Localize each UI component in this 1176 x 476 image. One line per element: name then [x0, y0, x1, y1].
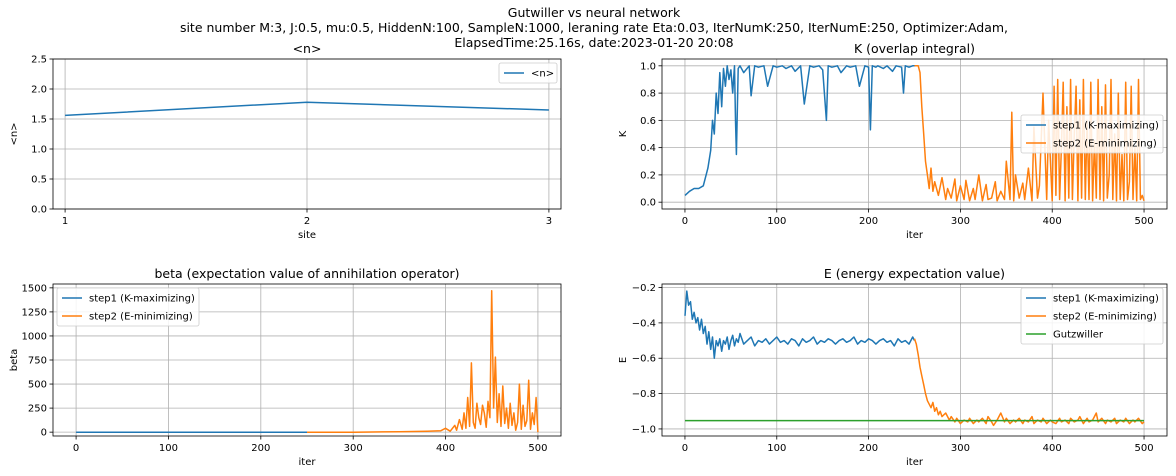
legend-label: step2 (E-minimizing): [1053, 312, 1157, 323]
legend-label: Gutzwiller: [1053, 330, 1104, 341]
y-tick-label: −0.8: [632, 389, 656, 400]
legend: <n>: [498, 62, 558, 84]
x-tick-label: 400: [1043, 216, 1062, 227]
x-tick-label: 0: [682, 216, 688, 227]
legend-box: [498, 62, 558, 84]
y-tick-label: −0.4: [632, 318, 656, 329]
y-tick-label: 0.5: [31, 175, 47, 186]
x-tick-label: 300: [344, 443, 363, 454]
x-tick-label: 100: [159, 443, 178, 454]
x-tick-label: 2: [304, 216, 310, 227]
legend-box: [56, 287, 200, 327]
y-tick-label: 750: [28, 356, 47, 367]
y-axis-label: beta: [9, 349, 20, 372]
chart-K: 0 100 200 300 400 500 0.0 0.2 0.4 0.6 0.8 1.0 K (ove…: [618, 41, 1168, 241]
chart-title: beta (expectation value of annihilation …: [154, 266, 459, 281]
y-tick-label: −0.6: [632, 354, 656, 365]
x-tick-label: 1: [62, 216, 68, 227]
legend: step1 (K-maximizing) step2 (E-minimizing): [1020, 114, 1164, 154]
chart-E: 0 100 200 300 400 500 −1.0 −0.8 −0.6 −0.4 −0.2 E (e…: [618, 266, 1168, 468]
series-line-0: [684, 290, 916, 359]
legend-label: step1 (K-maximizing): [1053, 121, 1159, 132]
chart-title: <n>: [293, 41, 322, 56]
x-tick-label: 300: [951, 216, 970, 227]
y-tick-label: 500: [28, 380, 47, 391]
y-tick-label: 0.0: [640, 198, 656, 209]
y-tick-label: 0.6: [640, 116, 656, 127]
x-tick-label: 500: [1134, 443, 1153, 454]
legend-label: step1 (K-maximizing): [1053, 294, 1159, 305]
y-tick-label: 1.0: [31, 145, 47, 156]
y-tick-label: 1500: [22, 283, 47, 294]
x-tick-label: 200: [859, 443, 878, 454]
chart-n: 1 2 3 0.0 0.5 1.0 1.5 2.0 2.5 <n> site <n> <n>: [9, 41, 562, 241]
x-tick-label: 400: [436, 443, 455, 454]
y-axis-label: <n>: [9, 122, 20, 145]
legend: step1 (K-maximizing) step2 (E-minimizing): [56, 287, 200, 327]
y-tick-label: 1.5: [31, 115, 47, 126]
legend: step1 (K-maximizing) step2 (E-minimizing)…: [1020, 287, 1164, 345]
plot-frame: [661, 58, 1168, 210]
x-axis-label: site: [298, 230, 316, 241]
plot-frame: [661, 283, 1168, 437]
x-axis-label: iter: [299, 457, 317, 468]
y-tick-label: −1.0: [632, 424, 656, 435]
series-line-1: [913, 338, 1145, 427]
legend-label: step1 (K-maximizing): [89, 294, 195, 305]
x-tick-label: 400: [1043, 443, 1062, 454]
x-tick-label: 3: [546, 216, 552, 227]
y-tick-label: 0.0: [31, 205, 47, 216]
y-tick-label: 0.2: [640, 170, 656, 181]
x-tick-label: 200: [859, 216, 878, 227]
x-tick-label: 100: [767, 443, 786, 454]
x-tick-label: 200: [251, 443, 270, 454]
series-line-0: [684, 65, 915, 196]
y-axis-label: K: [618, 130, 629, 137]
legend-label: step2 (E-minimizing): [89, 312, 193, 323]
legend-box: [1020, 114, 1164, 154]
x-tick-label: 500: [1134, 216, 1153, 227]
y-tick-label: 2.5: [31, 55, 47, 66]
x-tick-label: 100: [767, 216, 786, 227]
y-tick-label: 0: [41, 428, 47, 439]
chart-title: K (overlap integral): [854, 41, 975, 56]
y-tick-label: −0.2: [632, 283, 656, 294]
y-tick-label: 0.8: [640, 89, 656, 100]
x-tick-label: 0: [682, 443, 688, 454]
y-tick-label: 0.4: [640, 143, 656, 154]
y-tick-label: 1.0: [640, 61, 656, 72]
x-tick-label: 300: [951, 443, 970, 454]
figure-title-line-2: site number M:3, J:0.5, mu:0.5, HiddenN:…: [180, 20, 1008, 35]
figure-title-line-1: Gutwiller vs neural network: [508, 5, 681, 20]
y-tick-label: 250: [28, 404, 47, 415]
x-tick-label: 500: [528, 443, 547, 454]
series-line-1: [307, 289, 539, 433]
chart-beta: 0 100 200 300 400 500 0 250 500 750 1000 1250 1500 be…: [9, 266, 562, 468]
series-line-0: [65, 101, 549, 117]
legend-label: step2 (E-minimizing): [1053, 139, 1157, 150]
x-axis-label: iter: [906, 230, 924, 241]
figure-title-line-3: ElapsedTime:25.16s, date:2023-01-20 20:0…: [454, 35, 733, 50]
y-tick-label: 1000: [22, 331, 47, 342]
legend-box: [1020, 287, 1164, 345]
y-tick-label: 2.0: [31, 85, 47, 96]
chart-title: E (energy expectation value): [824, 266, 1005, 281]
x-axis-label: iter: [906, 457, 924, 468]
y-tick-label: 1250: [22, 307, 47, 318]
x-tick-label: 0: [73, 443, 79, 454]
y-axis-label: E: [618, 357, 629, 363]
legend-label: <n>: [531, 69, 554, 80]
